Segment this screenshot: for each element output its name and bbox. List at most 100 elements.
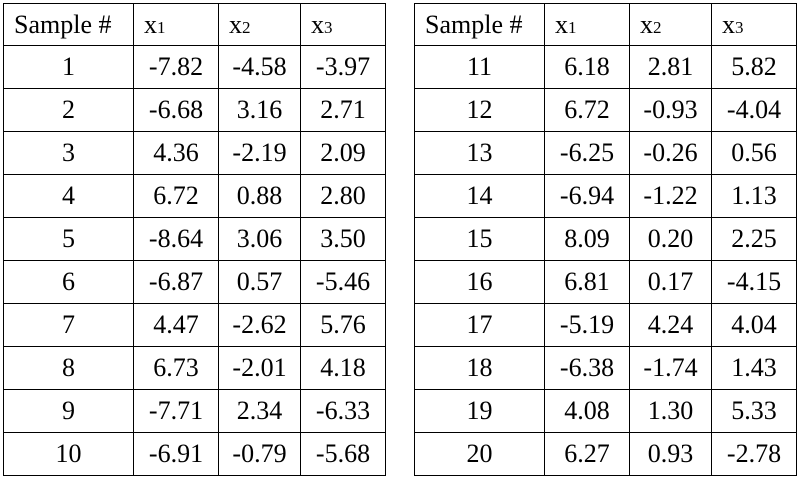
value-cell: 4.47 (133, 303, 219, 347)
sample-cell: 20 (414, 432, 545, 476)
value-cell: -7.82 (133, 45, 219, 89)
header-index: 1 (568, 17, 577, 37)
sample-cell: 12 (414, 88, 545, 132)
value-cell: -1.22 (629, 174, 712, 218)
header-cell: x2 (629, 3, 712, 46)
value-cell: 6.72 (133, 174, 219, 218)
value-cell: -6.91 (133, 432, 219, 476)
value-cell: -2.78 (711, 432, 797, 476)
value-cell: -6.25 (544, 131, 630, 175)
sample-cell: 14 (414, 174, 545, 218)
value-cell: 3.50 (300, 217, 386, 261)
data-table: Sample # x1 x2 x3 11 6.18 2.81 5.82 12 6.72 -0.93-… (414, 3, 797, 476)
sample-cell: 8 (3, 346, 134, 390)
value-cell: 0.17 (629, 260, 712, 304)
data-row: 17 -5.19 4.24 4.04 (414, 303, 797, 347)
header-cell: Sample # (3, 3, 134, 46)
data-table: Sample # x1 x2 x3 1 -7.82 -4.58 -3.97 2 -6.68 3.16… (3, 3, 386, 476)
value-cell: 0.57 (218, 260, 301, 304)
value-cell: 6.81 (544, 260, 630, 304)
value-cell: 1.30 (629, 389, 712, 433)
value-cell: -5.68 (300, 432, 386, 476)
sample-cell: 7 (3, 303, 134, 347)
value-cell: -6.94 (544, 174, 630, 218)
data-row: 2 -6.68 3.16 2.71 (3, 88, 386, 132)
data-row: 8 6.73 -2.01 4.18 (3, 346, 386, 390)
header-index: 2 (242, 17, 251, 37)
sample-cell: 9 (3, 389, 134, 433)
data-row: 19 4.08 1.30 5.33 (414, 389, 797, 433)
data-row: 9 -7.71 2.34 -6.33 (3, 389, 386, 433)
sample-cell: 17 (414, 303, 545, 347)
data-row: 10 -6.91 -0.79 -5.68 (3, 432, 386, 476)
value-cell: -6.38 (544, 346, 630, 390)
sample-cell: 5 (3, 217, 134, 261)
value-cell: 2.25 (711, 217, 797, 261)
header-symbol: x (722, 9, 735, 39)
value-cell: 0.56 (711, 131, 797, 175)
header-index: 2 (653, 17, 662, 37)
value-cell: -4.58 (218, 45, 301, 89)
header-index: 3 (324, 17, 333, 37)
value-cell: 5.76 (300, 303, 386, 347)
sample-cell: 3 (3, 131, 134, 175)
data-row: 7 4.47 -2.62 5.76 (3, 303, 386, 347)
data-row: 3 4.36 -2.19 2.09 (3, 131, 386, 175)
value-cell: -0.93 (629, 88, 712, 132)
data-row: 4 6.72 0.88 2.80 (3, 174, 386, 218)
value-cell: 4.36 (133, 131, 219, 175)
value-cell: -6.87 (133, 260, 219, 304)
value-cell: 2.34 (218, 389, 301, 433)
value-cell: 8.09 (544, 217, 630, 261)
value-cell: 2.71 (300, 88, 386, 132)
value-cell: -1.74 (629, 346, 712, 390)
header-row: Sample # x1 x2 x3 (414, 3, 797, 46)
data-row: 14 -6.94 -1.22 1.13 (414, 174, 797, 218)
value-cell: 2.80 (300, 174, 386, 218)
value-cell: 0.88 (218, 174, 301, 218)
data-row: 18 -6.38 -1.74 1.43 (414, 346, 797, 390)
data-row: 12 6.72 -0.93 -4.04 (414, 88, 797, 132)
value-cell: -7.71 (133, 389, 219, 433)
header-row: Sample # x1 x2 x3 (3, 3, 386, 46)
value-cell: 4.18 (300, 346, 386, 390)
data-row: 16 6.81 0.17 -4.15 (414, 260, 797, 304)
value-cell: 6.18 (544, 45, 630, 89)
sample-cell: 10 (3, 432, 134, 476)
data-row: 20 6.27 0.93 -2.78 (414, 432, 797, 476)
sample-cell: 16 (414, 260, 545, 304)
header-symbol: x (311, 9, 324, 39)
header-cell: x3 (711, 3, 797, 46)
sample-cell: 11 (414, 45, 545, 89)
sample-cell: 18 (414, 346, 545, 390)
value-cell: -8.64 (133, 217, 219, 261)
value-cell: 3.16 (218, 88, 301, 132)
data-row: 11 6.18 2.81 5.82 (414, 45, 797, 89)
value-cell: 3.06 (218, 217, 301, 261)
value-cell: 1.13 (711, 174, 797, 218)
value-cell: -6.33 (300, 389, 386, 433)
header-symbol: x (144, 9, 157, 39)
value-cell: -2.62 (218, 303, 301, 347)
value-cell: -2.19 (218, 131, 301, 175)
value-cell: 0.20 (629, 217, 712, 261)
value-cell: 6.27 (544, 432, 630, 476)
value-cell: 4.08 (544, 389, 630, 433)
header-symbol: x (555, 9, 568, 39)
value-cell: 4.24 (629, 303, 712, 347)
sample-cell: 13 (414, 131, 545, 175)
header-symbol: x (640, 9, 653, 39)
data-row: 1 -7.82 -4.58 -3.97 (3, 45, 386, 89)
sample-cell: 4 (3, 174, 134, 218)
value-cell: -3.97 (300, 45, 386, 89)
data-row: 13 -6.25 -0.26 0.56 (414, 131, 797, 175)
value-cell: 2.09 (300, 131, 386, 175)
sample-cell: 1 (3, 45, 134, 89)
value-cell: -4.04 (711, 88, 797, 132)
value-cell: 6.73 (133, 346, 219, 390)
sample-cell: 15 (414, 217, 545, 261)
header-cell: x2 (218, 3, 301, 46)
value-cell: 6.72 (544, 88, 630, 132)
value-cell: -2.01 (218, 346, 301, 390)
header-symbol: x (229, 9, 242, 39)
